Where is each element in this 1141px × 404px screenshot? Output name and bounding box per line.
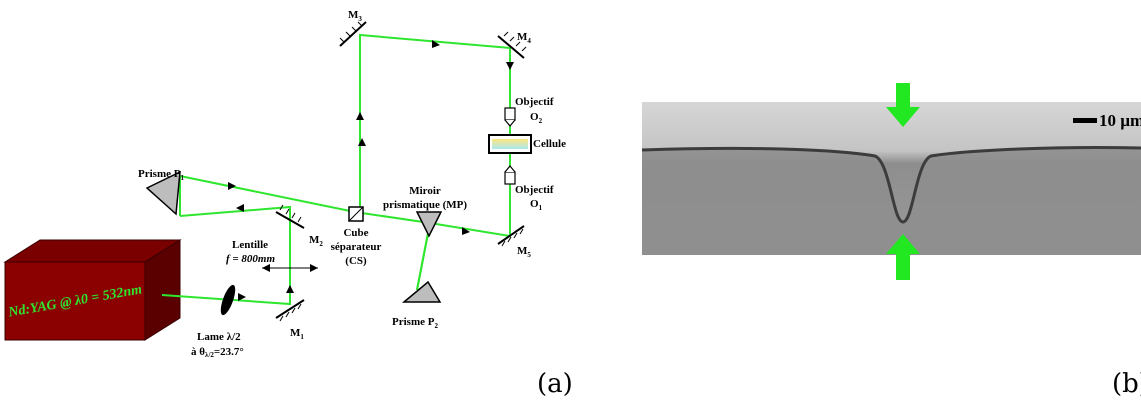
label-lame-angle: à θλ/2=23.7° xyxy=(191,346,244,359)
label-lame: Lame λ/2 xyxy=(197,331,241,343)
label-o1: O1 xyxy=(530,198,543,212)
label-cube-line3: (CS) xyxy=(345,255,367,267)
beam-arrows xyxy=(228,40,514,301)
mirror-m4 xyxy=(497,31,527,59)
mirror-m2 xyxy=(275,204,305,229)
label-prisme-p1: Prisme P1 xyxy=(138,168,184,182)
objective-o2 xyxy=(504,107,516,127)
label-miroir-line2: prismatique (MP) xyxy=(383,199,467,211)
arrow-down-icon xyxy=(886,83,920,127)
label-m5: M5 xyxy=(517,245,531,259)
objective-o1 xyxy=(504,165,516,185)
mirror-m1 xyxy=(275,299,305,322)
cell xyxy=(488,134,532,154)
panel-label-b: (b) xyxy=(1112,369,1141,399)
lens xyxy=(262,264,318,272)
arrow-up-icon xyxy=(886,234,920,280)
label-o2: O2 xyxy=(530,111,543,125)
label-cube: Cube xyxy=(343,227,368,239)
label-cellule: Cellule xyxy=(533,138,566,150)
label-cube-line2: séparateur xyxy=(331,241,382,253)
label-miroir: Miroir xyxy=(409,185,441,197)
half-wave-plate xyxy=(220,284,236,316)
label-m3: M3 xyxy=(348,9,362,23)
mirror-m5 xyxy=(497,225,525,247)
scale-bar: 10 µm xyxy=(1073,111,1141,130)
mirror-m3 xyxy=(339,21,367,47)
label-prisme-p2: Prisme P2 xyxy=(392,316,438,330)
label-objectif-o2: Objectif xyxy=(515,96,554,108)
scale-bar-label: 10 µm xyxy=(1099,111,1141,130)
beam-path xyxy=(161,33,511,306)
prism-p1 xyxy=(145,170,181,216)
mirror-prismatic xyxy=(415,211,443,238)
label-m2: M2 xyxy=(309,234,323,248)
label-lentille: Lentille xyxy=(232,239,268,251)
label-objectif-o1: Objectif xyxy=(515,184,554,196)
panel-label-a: (a) xyxy=(537,369,573,399)
setup-diagram: Nd:YAG @ λ0 = 532nm xyxy=(3,9,573,399)
prism-p2 xyxy=(401,280,442,303)
laser-source: Nd:YAG @ λ0 = 532nm xyxy=(3,239,182,341)
label-m1: M1 xyxy=(290,327,304,341)
beam-splitter-cube xyxy=(348,206,364,222)
microscope-image: 10 µm (b) xyxy=(641,83,1141,399)
label-m4: M4 xyxy=(517,31,531,45)
label-lentille-focal: f = 800mm xyxy=(226,253,275,265)
